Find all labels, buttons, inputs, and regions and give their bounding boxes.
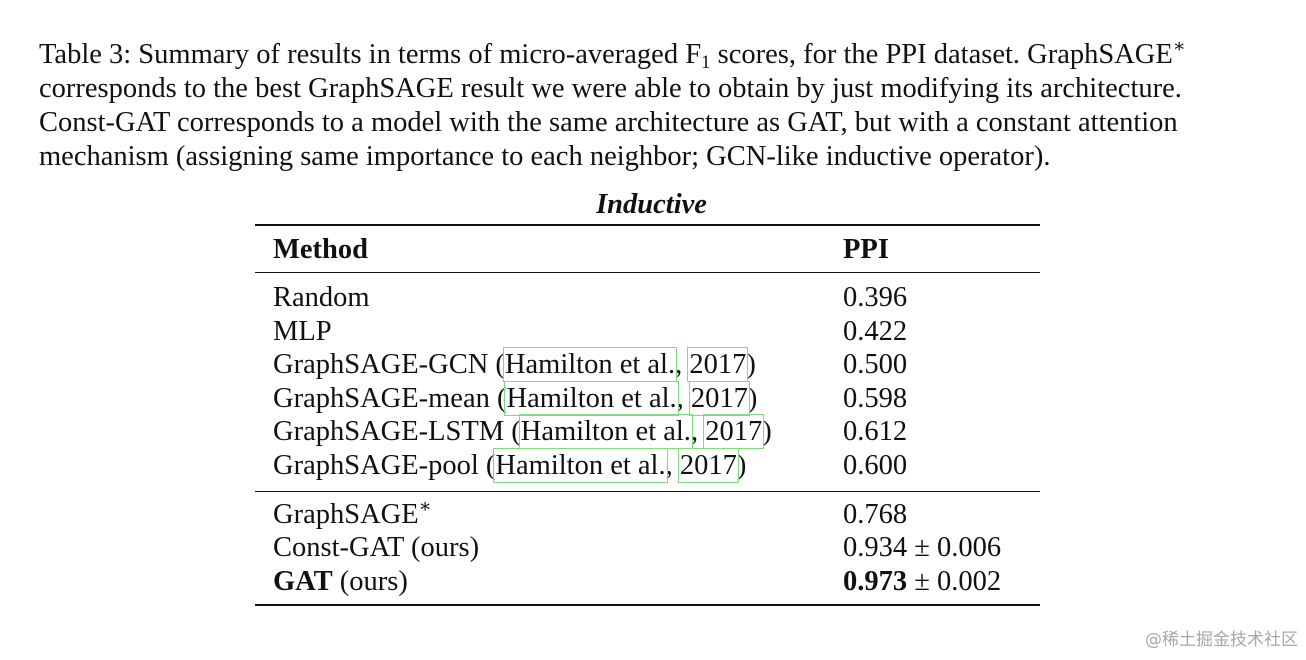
header-ppi: PPI	[843, 234, 889, 265]
method-cell: GAT (ours)	[273, 565, 408, 597]
citation-year-link[interactable]: 2017	[677, 447, 739, 483]
citation-link[interactable]: Hamilton et al.	[493, 447, 668, 483]
ppi-cell: 0.768	[843, 498, 908, 530]
method-cell: GraphSAGE∗	[273, 495, 432, 530]
method-cell: MLP	[273, 315, 332, 347]
table-row: MLP 0.422	[255, 315, 1040, 349]
bottom-rule	[255, 604, 1040, 607]
table-row: Random 0.396	[255, 281, 1040, 315]
ppi-cell: 0.600	[843, 449, 908, 481]
watermark: @稀土掘金技术社区	[1145, 630, 1298, 650]
method-cell: GraphSAGE-pool (Hamilton et al., 2017)	[273, 447, 747, 483]
top-rule	[255, 224, 1040, 226]
caption-line-2: corresponds to the best GraphSAGE result…	[39, 73, 1182, 104]
header-row: Method PPI	[255, 226, 1040, 272]
caption-line-4: mechanism (assigning same importance to …	[39, 141, 1051, 172]
group-title: Inductive	[596, 189, 707, 220]
table-row: GraphSAGE-pool (Hamilton et al., 2017) 0…	[255, 447, 1040, 483]
table-row: Const-GAT (ours) 0.934 ± 0.006	[255, 531, 1040, 565]
baseline-block: Random 0.396 MLP 0.422 GraphSAGE-GCN (Ha…	[255, 273, 1040, 491]
table-row: GAT (ours) 0.973 ± 0.002	[255, 565, 1040, 599]
ppi-cell: 0.422	[843, 315, 908, 347]
citation-year-link[interactable]: 2017	[703, 414, 765, 450]
mid-rule	[255, 490, 1040, 492]
caption-line-1: Table 3: Summary of results in terms of …	[39, 36, 1186, 73]
citation-year-link[interactable]: 2017	[687, 347, 749, 383]
citation-link[interactable]: Hamilton et al.	[504, 380, 679, 416]
method-cell: GraphSAGE-LSTM (Hamilton et al., 2017)	[273, 414, 772, 450]
method-cell: Random	[273, 282, 370, 313]
ppi-cell: 0.612	[843, 416, 908, 448]
citation-link[interactable]: Hamilton et al.	[518, 414, 693, 450]
ppi-cell: 0.396	[843, 282, 908, 313]
table-row: GraphSAGE-mean (Hamilton et al., 2017) 0…	[255, 380, 1040, 416]
citation-link[interactable]: Hamilton et al.	[502, 347, 678, 383]
table-row: GraphSAGE-GCN (Hamilton et al., 2017) 0.…	[255, 347, 1040, 383]
table-row: GraphSAGE∗ 0.768	[255, 495, 1040, 532]
method-cell: GraphSAGE-mean (Hamilton et al., 2017)	[273, 380, 758, 416]
method-cell: GraphSAGE-GCN (Hamilton et al., 2017)	[273, 347, 756, 383]
results-table: Inductive Method PPI Random 0.396 MLP 0.…	[255, 186, 1040, 607]
method-cell: Const-GAT (ours)	[273, 532, 480, 564]
ours-block: GraphSAGE∗ 0.768 Const-GAT (ours) 0.934 …	[255, 492, 1040, 605]
ppi-cell: 0.598	[843, 382, 908, 414]
ppi-cell: 0.934 ± 0.006	[843, 532, 1002, 564]
citation-year-link[interactable]: 2017	[688, 380, 750, 416]
ppi-cell: 0.973 ± 0.002	[843, 565, 1002, 597]
header-rule	[255, 272, 1040, 273]
table-row: GraphSAGE-LSTM (Hamilton et al., 2017) 0…	[255, 414, 1040, 450]
header-method: Method	[273, 234, 368, 265]
ppi-cell: 0.500	[843, 349, 908, 381]
table-caption: Table 3: Summary of results in terms of …	[39, 36, 1269, 174]
caption-line-3: Const-GAT corresponds to a model with th…	[39, 107, 1178, 138]
